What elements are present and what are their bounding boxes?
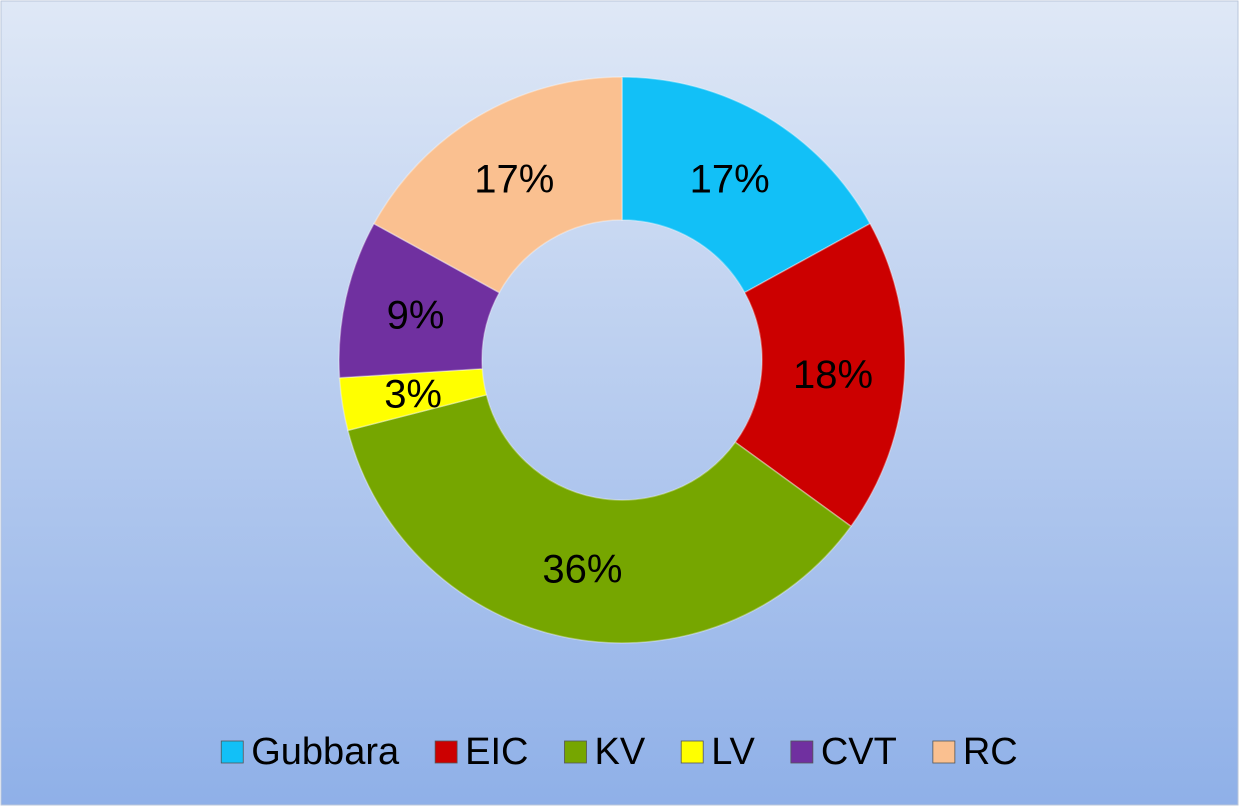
legend-label: KV bbox=[594, 731, 645, 773]
legend-swatch bbox=[932, 740, 956, 764]
legend-swatch bbox=[220, 740, 244, 764]
donut-slice bbox=[338, 222, 501, 379]
donut-slice bbox=[372, 76, 623, 294]
legend-swatch bbox=[564, 740, 587, 764]
legend-label: LV bbox=[711, 731, 755, 773]
legend-swatch bbox=[790, 740, 814, 764]
legend-label: CVT bbox=[821, 731, 897, 773]
donut-slice bbox=[346, 393, 853, 644]
data-label: 3% bbox=[384, 373, 442, 417]
data-label: 36% bbox=[542, 547, 622, 591]
donut-slice bbox=[338, 367, 488, 432]
legend-label: EIC bbox=[465, 731, 528, 773]
legend-label: Gubbara bbox=[251, 731, 400, 773]
legend-swatch bbox=[434, 740, 458, 764]
data-label: 18% bbox=[793, 353, 873, 397]
data-label: 9% bbox=[387, 293, 445, 337]
data-label: 17% bbox=[474, 158, 554, 202]
legend-label: RC bbox=[963, 731, 1018, 773]
data-label: 17% bbox=[690, 158, 770, 202]
donut-slice bbox=[734, 222, 906, 528]
legend-swatch bbox=[680, 740, 704, 764]
donut-slice bbox=[621, 76, 872, 294]
